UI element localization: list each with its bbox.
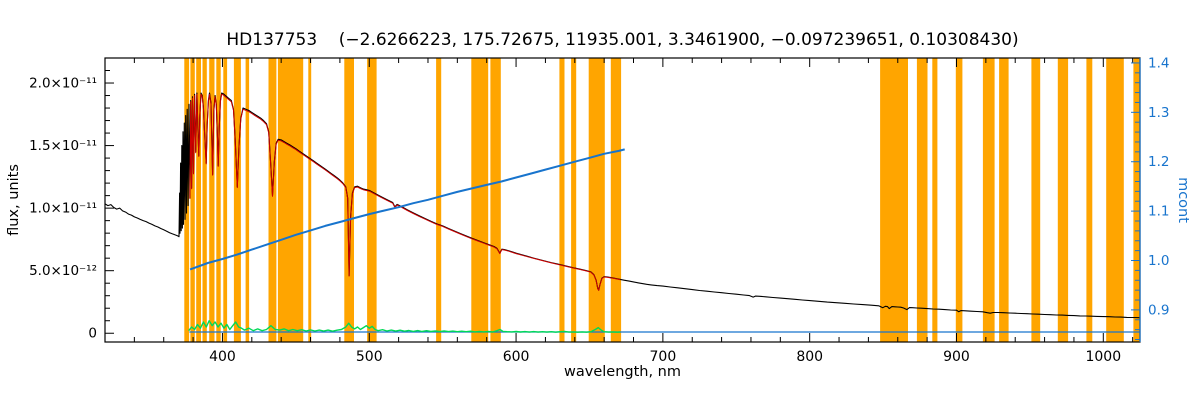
model-spectrum-curve [189, 93, 621, 291]
y-axis-label-flux: flux, units [6, 164, 22, 236]
masked-region-band [223, 58, 228, 342]
x-tick-label: 600 [503, 349, 530, 365]
masked-region-band [277, 58, 304, 342]
x-tick-label: 500 [356, 349, 383, 365]
y-right-tick-label: 1.3 [1148, 105, 1169, 121]
y-right-tick-label: 1.4 [1148, 55, 1169, 71]
x-axis-label: wavelength, nm [564, 364, 681, 380]
y-right-tick-label: 1.2 [1148, 154, 1169, 170]
masked-region-band [245, 58, 250, 342]
masked-region-band [588, 58, 605, 342]
masked-region-band [190, 58, 195, 342]
masked-region-band [490, 58, 501, 342]
masked-region-band [344, 58, 354, 342]
y-tick-label: 1.0×10⁻¹¹ [29, 201, 97, 217]
x-tick-label: 700 [650, 349, 677, 365]
x-tick-label: 1000 [1085, 349, 1121, 365]
masked-region-band [1086, 58, 1093, 342]
masked-region-band [1031, 58, 1041, 342]
y-right-tick-label: 1.1 [1148, 204, 1169, 220]
masked-region-band [999, 58, 1009, 342]
mcont-curve [189, 148, 625, 271]
x-tick-label: 800 [796, 349, 823, 365]
masked-region-band [471, 58, 489, 342]
y-tick-label: 0 [88, 326, 97, 342]
y-right-tick-label: 1.0 [1148, 253, 1169, 269]
masked-region-band [1057, 58, 1069, 342]
masked-region-band [209, 58, 215, 342]
masked-region-band [559, 58, 565, 342]
masked-region-band [196, 58, 201, 342]
masked-region-band [233, 58, 241, 342]
y-right-tick-label: 0.9 [1148, 302, 1169, 318]
masked-region-band [955, 58, 963, 342]
masked-region-band [1133, 58, 1140, 342]
masked-region-band [880, 58, 908, 342]
masked-region-band [916, 58, 928, 342]
masked-region-band [436, 58, 442, 342]
y-tick-label: 1.5×10⁻¹¹ [29, 138, 97, 154]
masked-region-band [268, 58, 277, 342]
x-tick-label: 900 [943, 349, 970, 365]
residual-curve [188, 320, 621, 333]
masked-region-band [308, 58, 312, 342]
x-tick-label: 400 [209, 349, 236, 365]
masked-region-band [367, 58, 377, 342]
y-tick-label: 5.0×10⁻¹² [29, 263, 97, 279]
y-axis-label-mcont: mcont [1175, 177, 1191, 223]
masked-region-band [571, 58, 577, 342]
masked-region-band [216, 58, 221, 342]
y-tick-label: 2.0×10⁻¹¹ [29, 76, 97, 92]
masked-region-band [202, 58, 207, 342]
plot-title: HD137753 (−2.6266223, 175.72675, 11935.0… [226, 30, 1019, 50]
masked-region-band [610, 58, 622, 342]
masked-region-band [982, 58, 995, 342]
masked-region-band [932, 58, 938, 342]
masked-region-band [1106, 58, 1124, 342]
